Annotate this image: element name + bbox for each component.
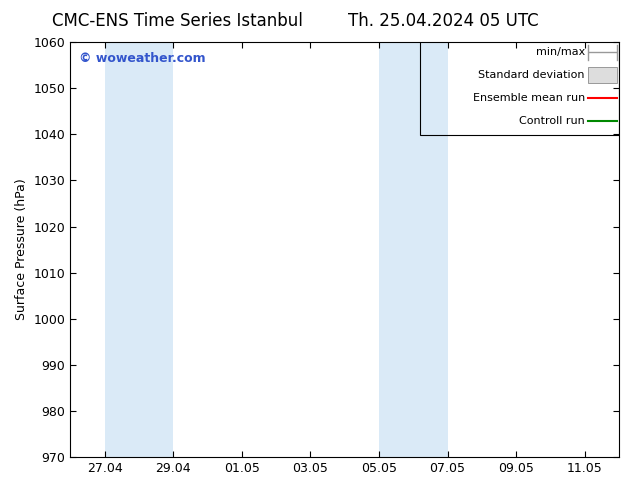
Bar bbox=[420, 38, 619, 135]
Bar bbox=[379, 42, 448, 457]
Text: CMC-ENS Time Series Istanbul: CMC-ENS Time Series Istanbul bbox=[52, 12, 303, 30]
Text: Th. 25.04.2024 05 UTC: Th. 25.04.2024 05 UTC bbox=[349, 12, 539, 30]
Text: Controll run: Controll run bbox=[519, 116, 585, 126]
Text: Ensemble mean run: Ensemble mean run bbox=[473, 93, 585, 103]
Text: min/max: min/max bbox=[536, 48, 585, 57]
Text: Standard deviation: Standard deviation bbox=[479, 70, 585, 80]
Bar bbox=[105, 42, 173, 457]
Bar bbox=[588, 67, 617, 83]
Y-axis label: Surface Pressure (hPa): Surface Pressure (hPa) bbox=[15, 179, 28, 320]
Text: © woweather.com: © woweather.com bbox=[79, 52, 205, 66]
